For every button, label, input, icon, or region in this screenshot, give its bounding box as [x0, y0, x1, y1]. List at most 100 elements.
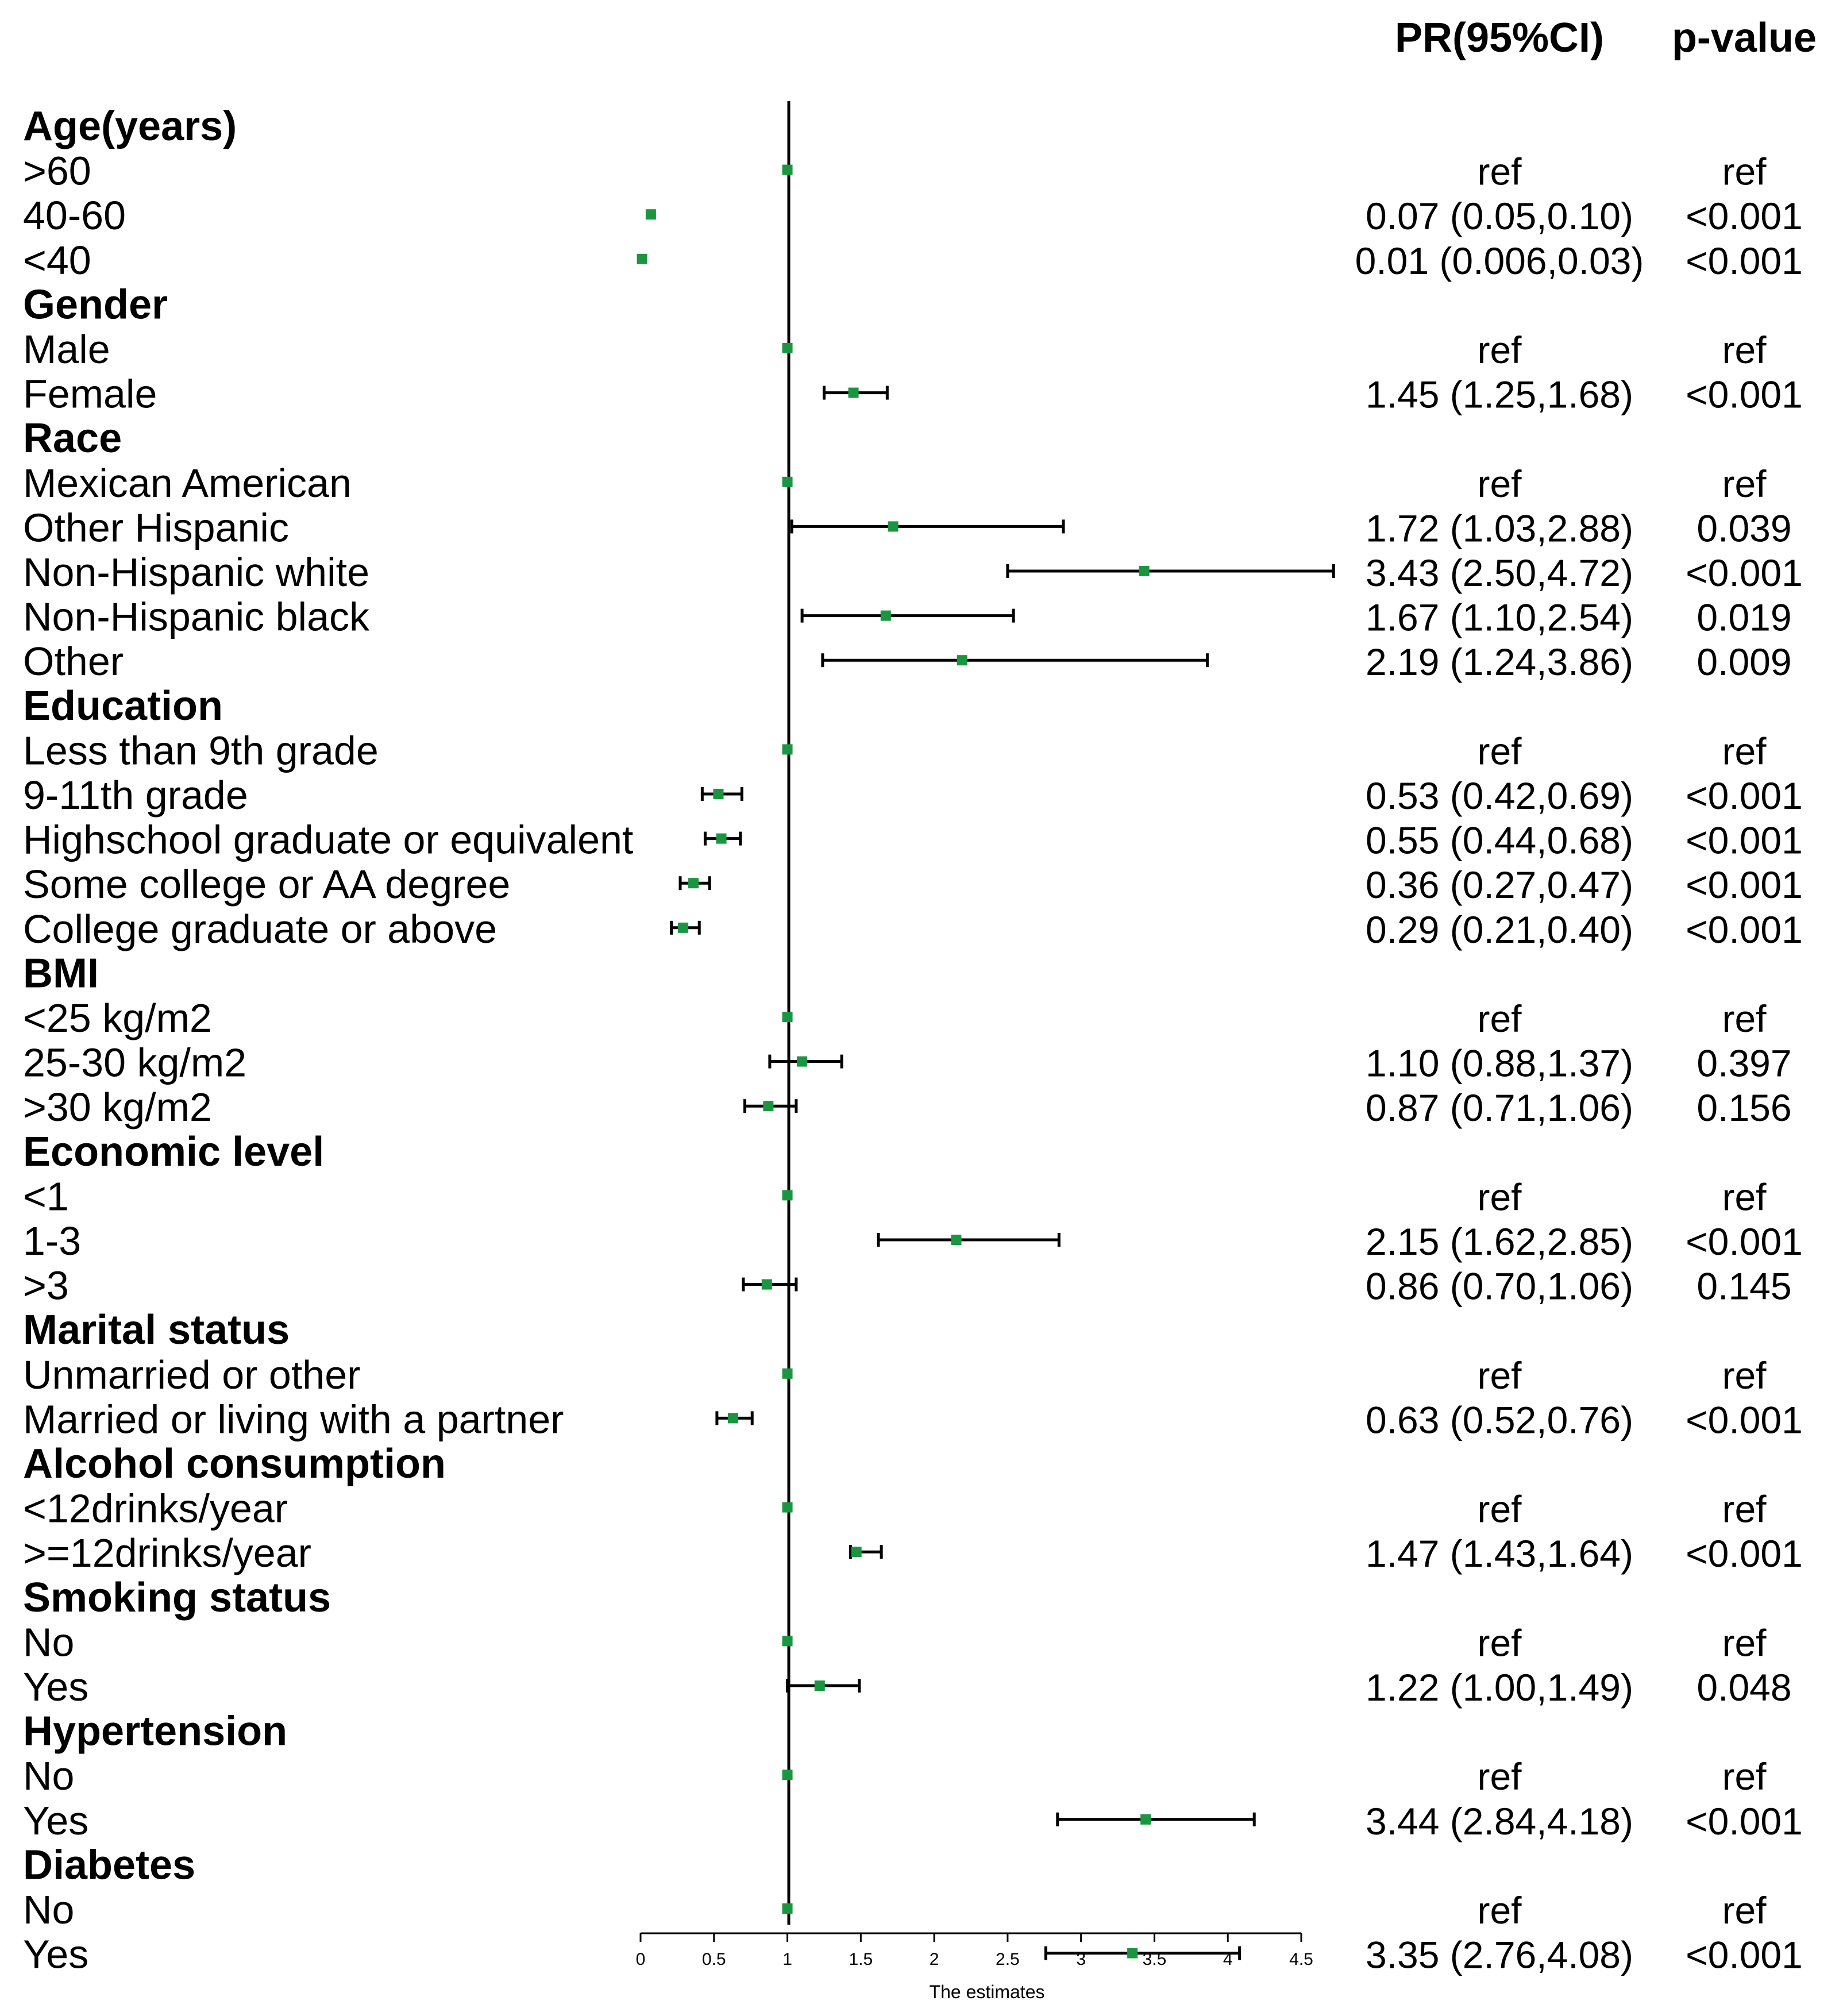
point-estimate: [888, 521, 899, 532]
row-label: >30 kg/m2: [23, 1085, 212, 1130]
p-value: 0.156: [1697, 1086, 1791, 1129]
ci-value: ref: [1477, 462, 1522, 505]
x-tick-label: 4.5: [1289, 1950, 1313, 1969]
row-label: 1-3: [23, 1219, 81, 1263]
p-value: <0.001: [1686, 908, 1803, 951]
ci-value: ref: [1477, 1621, 1522, 1664]
ci-value: 0.53 (0.42,0.69): [1366, 774, 1633, 817]
p-value: ref: [1722, 997, 1767, 1040]
p-value: <0.001: [1686, 195, 1803, 237]
point-estimate: [782, 164, 793, 175]
point-estimate: [848, 387, 859, 398]
point-estimate: [782, 1190, 793, 1201]
p-value: ref: [1722, 329, 1767, 371]
point-estimate: [716, 833, 727, 844]
p-value: <0.001: [1686, 774, 1803, 817]
row-label: Less than 9th grade: [23, 728, 379, 773]
group-label: Hypertension: [23, 1709, 287, 1755]
row-label: Yes: [23, 1664, 88, 1709]
group-label: Gender: [23, 282, 168, 327]
ci-value: 2.19 (1.24,3.86): [1366, 641, 1633, 683]
x-tick-label: 3: [1076, 1950, 1086, 1969]
x-tick-label: 0.5: [702, 1950, 726, 1969]
ci-value: ref: [1477, 1755, 1522, 1798]
point-estimate: [782, 1502, 793, 1513]
group-label: Race: [23, 415, 122, 461]
point-estimate: [951, 1235, 962, 1245]
forest-rows: Age(years)>60 ref ref 40-60 0.07 (0.05,0.10)…: [23, 103, 1803, 1977]
point-estimate: [851, 1547, 862, 1558]
ci-value: 1.47 (1.43,1.64): [1366, 1532, 1633, 1575]
ci-value: ref: [1477, 997, 1522, 1040]
ci-value: 0.36 (0.27,0.47): [1366, 864, 1633, 906]
ci-value: 0.07 (0.05,0.10): [1366, 195, 1633, 237]
header-pr-ci: PR(95%CI): [1395, 15, 1604, 61]
row-label: Married or living with a partner: [23, 1397, 564, 1441]
row-label: College graduate or above: [23, 907, 497, 951]
row-label: Yes: [23, 1798, 88, 1843]
group-label: Marital status: [23, 1307, 290, 1353]
point-estimate: [678, 922, 689, 933]
point-estimate: [1127, 1948, 1138, 1959]
ci-value: 1.22 (1.00,1.49): [1366, 1666, 1633, 1709]
row-label: Other Hispanic: [23, 505, 289, 550]
point-estimate: [957, 655, 967, 666]
row-label: No: [23, 1887, 74, 1932]
p-value: ref: [1722, 462, 1767, 505]
point-estimate: [782, 1903, 793, 1914]
ci-value: ref: [1477, 1889, 1522, 1932]
ci-value: 1.67 (1.10,2.54): [1366, 596, 1633, 639]
ci-value: 0.01 (0.006,0.03): [1355, 240, 1644, 282]
point-estimate: [782, 1368, 793, 1379]
ci-value: 1.72 (1.03,2.88): [1366, 507, 1633, 549]
ci-value: 0.86 (0.70,1.06): [1366, 1265, 1633, 1308]
point-estimate: [814, 1680, 825, 1691]
point-estimate: [645, 209, 656, 220]
p-value: ref: [1722, 1354, 1767, 1397]
group-label: BMI: [23, 950, 99, 996]
point-estimate: [782, 343, 793, 353]
p-value: 0.039: [1697, 507, 1791, 549]
p-value: 0.145: [1697, 1265, 1791, 1308]
x-tick-label: 3.5: [1143, 1950, 1167, 1969]
row-label: <40: [23, 238, 91, 283]
ci-value: 0.63 (0.52,0.76): [1366, 1398, 1633, 1441]
point-estimate: [782, 476, 793, 487]
p-value: <0.001: [1686, 1220, 1803, 1263]
x-tick-label: 4: [1223, 1950, 1233, 1969]
p-value: <0.001: [1686, 240, 1803, 282]
row-label: 9-11th grade: [23, 773, 248, 818]
ci-value: ref: [1477, 1354, 1522, 1397]
point-estimate: [782, 1636, 793, 1647]
point-estimate: [637, 253, 647, 264]
row-label: Other: [23, 639, 124, 684]
x-axis-label: The estimates: [930, 1982, 1045, 2002]
group-label: Diabetes: [23, 1842, 195, 1888]
point-estimate: [782, 1770, 793, 1780]
ci-value: ref: [1477, 151, 1522, 193]
point-estimate: [797, 1056, 808, 1067]
row-label: >60: [23, 149, 91, 194]
ci-value: 0.55 (0.44,0.68): [1366, 819, 1633, 862]
p-value: ref: [1722, 151, 1767, 193]
row-label: Non-Hispanic white: [23, 550, 369, 595]
point-estimate: [713, 789, 724, 799]
p-value: 0.019: [1697, 596, 1791, 639]
ci-value: 2.15 (1.62,2.85): [1366, 1220, 1633, 1263]
p-value: <0.001: [1686, 819, 1803, 862]
row-label: Mexican American: [23, 461, 352, 506]
p-value: ref: [1722, 1621, 1767, 1664]
p-value: 0.048: [1697, 1666, 1791, 1709]
p-value: <0.001: [1686, 1934, 1803, 1976]
p-value: ref: [1722, 1175, 1767, 1218]
row-label: Non-Hispanic black: [23, 595, 370, 639]
row-label: <25 kg/m2: [23, 996, 212, 1040]
group-label: Age(years): [23, 103, 237, 149]
row-label: No: [23, 1753, 74, 1798]
ci-value: ref: [1477, 730, 1522, 772]
row-label: >=12drinks/year: [23, 1531, 311, 1575]
p-value: <0.001: [1686, 373, 1803, 416]
ci-value: ref: [1477, 1175, 1522, 1218]
ci-value: 3.35 (2.76,4.08): [1366, 1934, 1633, 1976]
